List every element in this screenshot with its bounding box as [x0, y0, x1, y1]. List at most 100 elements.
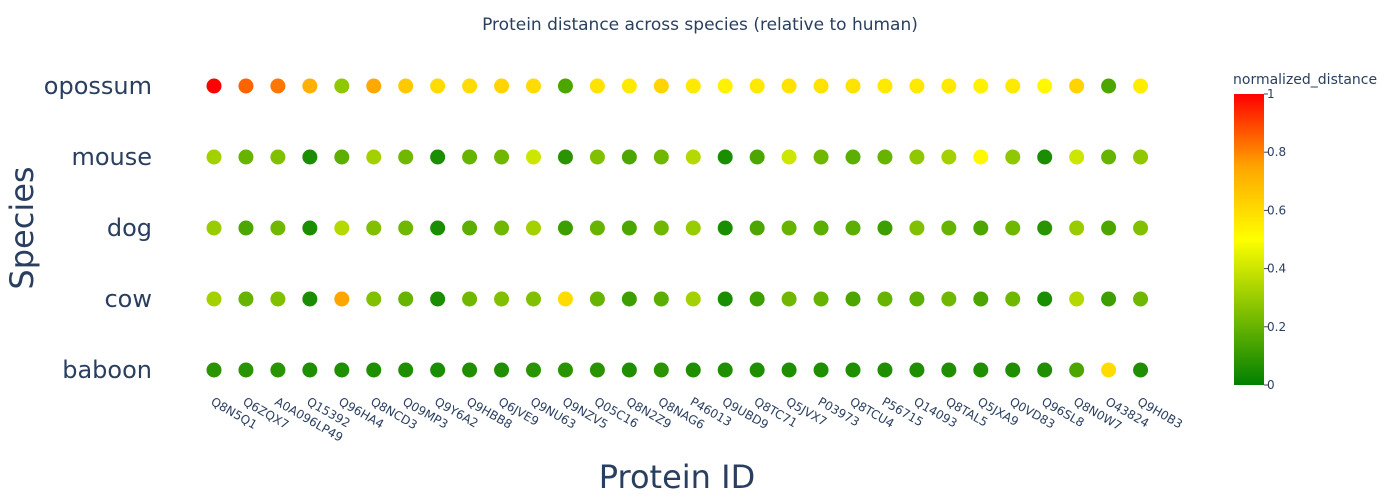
- data-point-dog-Q8TCU4[interactable]: [845, 220, 861, 236]
- data-point-mouse-Q05C16[interactable]: [589, 149, 605, 165]
- data-point-baboon-Q9Y6A2[interactable]: [430, 362, 446, 378]
- data-point-opossum-Q8TCU4[interactable]: [845, 78, 861, 94]
- data-point-opossum-Q9UBD9[interactable]: [717, 78, 733, 94]
- data-point-opossum-Q6ZQX7[interactable]: [238, 78, 254, 94]
- data-point-cow-Q09MP3[interactable]: [398, 291, 414, 307]
- data-point-opossum-Q8N2Z9[interactable]: [621, 78, 637, 94]
- data-point-baboon-P46013[interactable]: [685, 362, 701, 378]
- data-point-dog-Q9UBD9[interactable]: [717, 220, 733, 236]
- data-point-dog-P46013[interactable]: [685, 220, 701, 236]
- data-point-cow-Q8N2Z9[interactable]: [621, 291, 637, 307]
- data-point-dog-Q09MP3[interactable]: [398, 220, 414, 236]
- data-point-baboon-Q96HA4[interactable]: [334, 362, 350, 378]
- data-point-dog-P56715[interactable]: [877, 220, 893, 236]
- data-point-cow-Q8NAG6[interactable]: [653, 291, 669, 307]
- data-point-opossum-Q15392[interactable]: [302, 78, 318, 94]
- data-point-baboon-Q05C16[interactable]: [589, 362, 605, 378]
- data-point-cow-P46013[interactable]: [685, 291, 701, 307]
- data-point-dog-Q9NZV5[interactable]: [557, 220, 573, 236]
- data-point-cow-Q6JVE9[interactable]: [494, 291, 510, 307]
- data-point-mouse-Q8N2Z9[interactable]: [621, 149, 637, 165]
- data-point-dog-Q8N0W7[interactable]: [1069, 220, 1085, 236]
- data-point-dog-Q6ZQX7[interactable]: [238, 220, 254, 236]
- data-point-baboon-Q14093[interactable]: [909, 362, 925, 378]
- data-point-mouse-A0A096LP49[interactable]: [270, 149, 286, 165]
- data-point-baboon-O43824[interactable]: [1101, 362, 1117, 378]
- data-point-baboon-Q96SL8[interactable]: [1037, 362, 1053, 378]
- data-point-opossum-Q9H0B3[interactable]: [1133, 78, 1149, 94]
- data-point-mouse-Q9NZV5[interactable]: [557, 149, 573, 165]
- data-point-baboon-Q8NCD3[interactable]: [366, 362, 382, 378]
- data-point-baboon-Q5JXA9[interactable]: [973, 362, 989, 378]
- data-point-baboon-Q8TC71[interactable]: [749, 362, 765, 378]
- data-point-opossum-O43824[interactable]: [1101, 78, 1117, 94]
- data-point-dog-Q5JVX7[interactable]: [781, 220, 797, 236]
- data-point-cow-Q14093[interactable]: [909, 291, 925, 307]
- data-point-mouse-Q8N5Q1[interactable]: [206, 149, 222, 165]
- data-point-mouse-Q09MP3[interactable]: [398, 149, 414, 165]
- data-point-baboon-Q09MP3[interactable]: [398, 362, 414, 378]
- data-point-dog-Q8TC71[interactable]: [749, 220, 765, 236]
- data-point-mouse-Q8NAG6[interactable]: [653, 149, 669, 165]
- data-point-cow-Q96HA4[interactable]: [334, 291, 350, 307]
- data-point-mouse-Q6ZQX7[interactable]: [238, 149, 254, 165]
- data-point-mouse-P56715[interactable]: [877, 149, 893, 165]
- data-point-cow-Q5JVX7[interactable]: [781, 291, 797, 307]
- data-point-opossum-Q8NCD3[interactable]: [366, 78, 382, 94]
- data-point-mouse-Q0VD83[interactable]: [1005, 149, 1021, 165]
- data-point-dog-P03973[interactable]: [813, 220, 829, 236]
- data-point-opossum-Q8N0W7[interactable]: [1069, 78, 1085, 94]
- data-point-opossum-P56715[interactable]: [877, 78, 893, 94]
- data-point-dog-Q5JXA9[interactable]: [973, 220, 989, 236]
- data-point-opossum-A0A096LP49[interactable]: [270, 78, 286, 94]
- data-point-dog-Q6JVE9[interactable]: [494, 220, 510, 236]
- data-point-cow-Q96SL8[interactable]: [1037, 291, 1053, 307]
- data-point-cow-Q6ZQX7[interactable]: [238, 291, 254, 307]
- data-point-mouse-Q9UBD9[interactable]: [717, 149, 733, 165]
- data-point-cow-Q8N5Q1[interactable]: [206, 291, 222, 307]
- data-point-mouse-Q9H0B3[interactable]: [1133, 149, 1149, 165]
- data-point-dog-A0A096LP49[interactable]: [270, 220, 286, 236]
- data-point-baboon-Q8N5Q1[interactable]: [206, 362, 222, 378]
- data-point-baboon-Q8NAG6[interactable]: [653, 362, 669, 378]
- data-point-baboon-Q9NU63[interactable]: [526, 362, 541, 378]
- data-point-cow-Q05C16[interactable]: [589, 291, 605, 307]
- data-point-opossum-Q9HBB8[interactable]: [462, 78, 478, 94]
- data-point-mouse-Q8TC71[interactable]: [749, 149, 765, 165]
- data-point-mouse-O43824[interactable]: [1101, 149, 1117, 165]
- data-point-baboon-Q0VD83[interactable]: [1005, 362, 1021, 378]
- data-point-baboon-Q5JVX7[interactable]: [781, 362, 797, 378]
- data-point-baboon-Q9HBB8[interactable]: [462, 362, 478, 378]
- data-point-baboon-Q9NZV5[interactable]: [557, 362, 573, 378]
- data-point-cow-Q8NCD3[interactable]: [366, 291, 382, 307]
- data-point-opossum-Q9NZV5[interactable]: [557, 78, 573, 94]
- data-point-cow-Q9HBB8[interactable]: [462, 291, 478, 307]
- data-point-baboon-Q15392[interactable]: [302, 362, 318, 378]
- data-point-baboon-Q6ZQX7[interactable]: [238, 362, 254, 378]
- data-point-mouse-Q9NU63[interactable]: [526, 149, 541, 165]
- data-point-opossum-Q14093[interactable]: [909, 78, 925, 94]
- data-point-mouse-Q15392[interactable]: [302, 149, 318, 165]
- data-point-opossum-Q9Y6A2[interactable]: [430, 78, 446, 94]
- data-point-opossum-Q05C16[interactable]: [589, 78, 605, 94]
- data-point-mouse-Q8TCU4[interactable]: [845, 149, 861, 165]
- data-point-mouse-Q5JXA9[interactable]: [973, 149, 989, 165]
- data-point-opossum-P03973[interactable]: [813, 78, 829, 94]
- data-point-opossum-P46013[interactable]: [685, 78, 701, 94]
- data-point-cow-Q5JXA9[interactable]: [973, 291, 989, 307]
- data-point-dog-Q9NU63[interactable]: [526, 220, 541, 236]
- data-point-opossum-Q5JXA9[interactable]: [973, 78, 989, 94]
- data-point-dog-O43824[interactable]: [1101, 220, 1117, 236]
- data-point-opossum-Q8TC71[interactable]: [749, 78, 765, 94]
- data-point-mouse-Q6JVE9[interactable]: [494, 149, 510, 165]
- data-point-opossum-Q09MP3[interactable]: [398, 78, 414, 94]
- data-point-cow-Q9H0B3[interactable]: [1133, 291, 1149, 307]
- data-point-dog-Q96SL8[interactable]: [1037, 220, 1053, 236]
- data-point-cow-Q8TAL5[interactable]: [941, 291, 957, 307]
- data-point-dog-Q15392[interactable]: [302, 220, 318, 236]
- data-point-dog-Q96HA4[interactable]: [334, 220, 350, 236]
- data-point-mouse-Q5JVX7[interactable]: [781, 149, 797, 165]
- data-point-mouse-Q8N0W7[interactable]: [1069, 149, 1085, 165]
- data-point-baboon-Q9H0B3[interactable]: [1133, 362, 1149, 378]
- data-point-cow-Q15392[interactable]: [302, 291, 318, 307]
